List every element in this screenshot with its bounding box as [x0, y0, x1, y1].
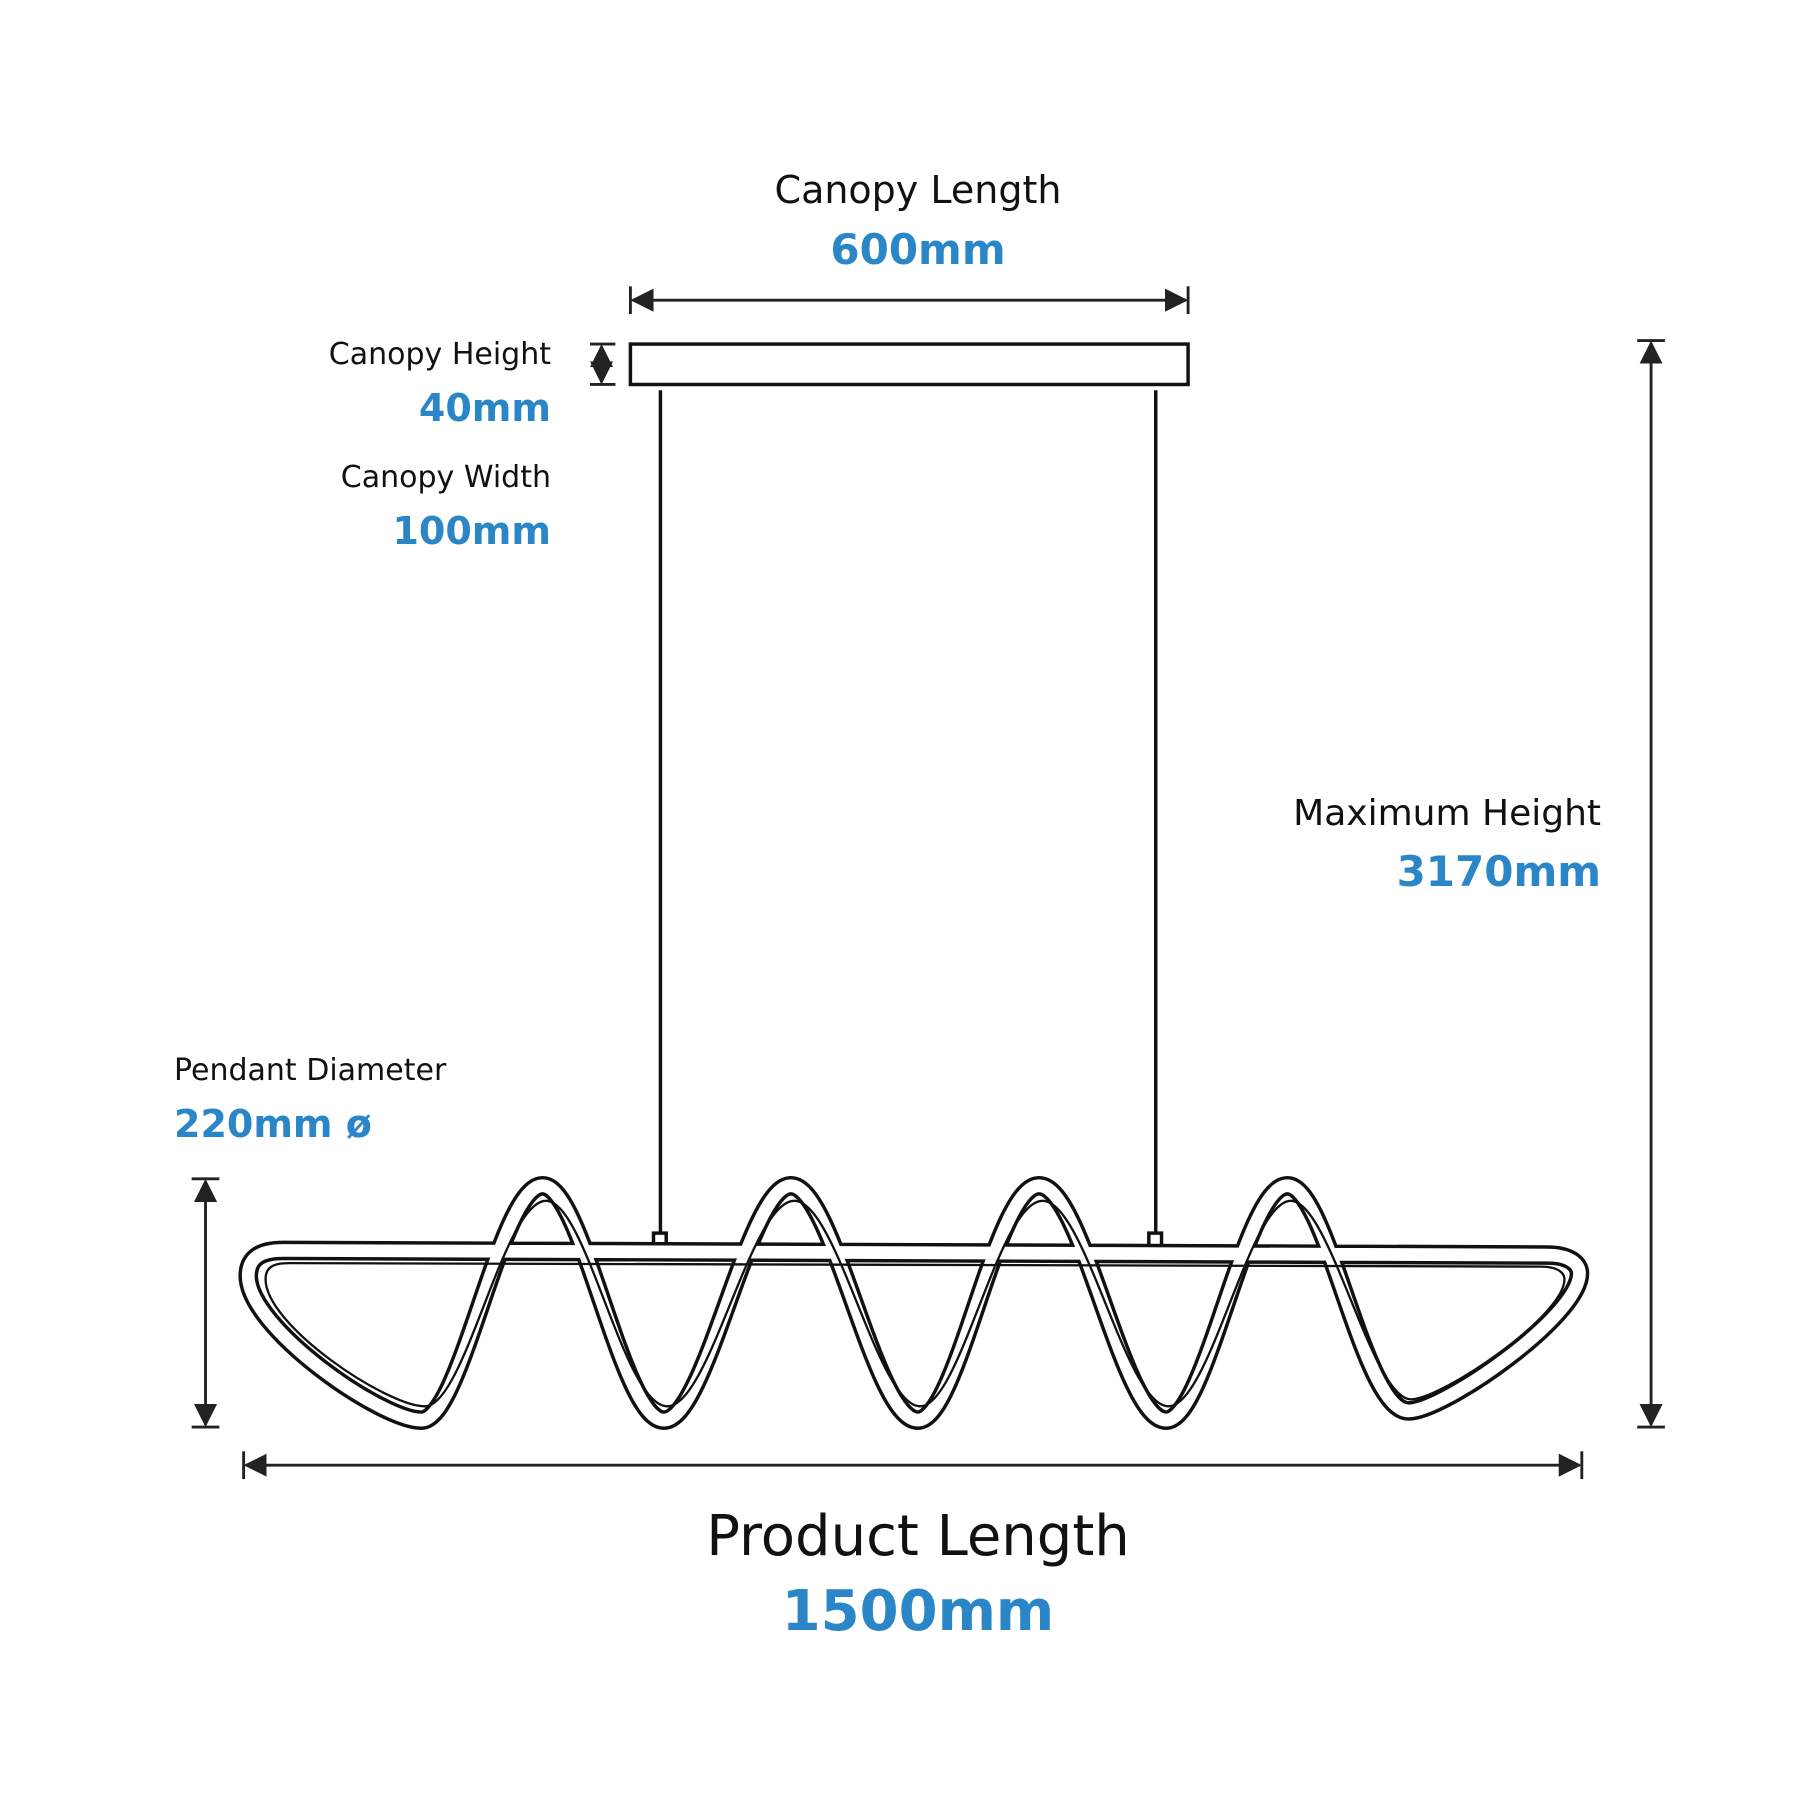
maximum-height-value: 3170mm	[1397, 847, 1601, 896]
canopy	[628, 342, 1190, 387]
canopy-height-dimension	[590, 342, 616, 386]
drawing	[191, 286, 1665, 1480]
pendant-ribbon	[238, 1175, 1590, 1430]
product-length-dimension	[242, 1451, 1584, 1480]
product-length-label: Product Length	[706, 1504, 1130, 1569]
canopy-height-value: 40mm	[419, 386, 551, 430]
canopy-width-label: Canopy Width	[341, 460, 551, 495]
maximum-height-dimension	[1637, 339, 1665, 1429]
pendant-diameter-label: Pendant Diameter	[174, 1053, 447, 1088]
canopy-length-label: Canopy Length	[775, 168, 1062, 212]
canopy-length-dimension	[628, 286, 1190, 315]
canopy-length-value: 600mm	[830, 225, 1005, 274]
suspension-wires	[651, 390, 1164, 1249]
maximum-height-label: Maximum Height	[1293, 793, 1601, 834]
canopy-height-label: Canopy Height	[329, 337, 551, 372]
pendant-diameter-dimension	[191, 1177, 220, 1429]
canopy-width-value: 100mm	[392, 509, 551, 553]
product-length-value: 1500mm	[782, 1579, 1055, 1644]
pendant-diameter-value: 220mm ø	[174, 1102, 372, 1146]
